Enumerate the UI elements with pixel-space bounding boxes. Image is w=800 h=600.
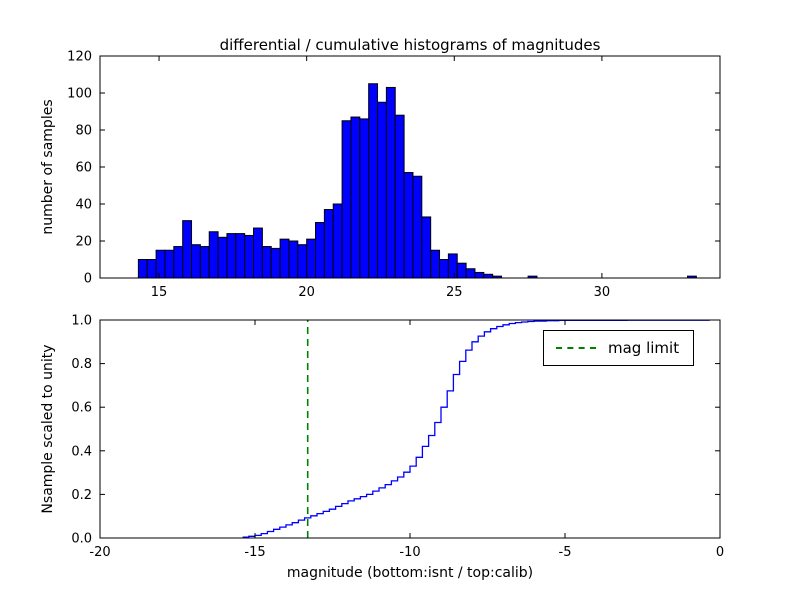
svg-text:-20: -20 <box>89 545 110 560</box>
svg-text:0: 0 <box>716 545 724 560</box>
top-plot-ylabel: number of samples <box>40 99 56 235</box>
svg-text:0.0: 0.0 <box>71 532 92 547</box>
svg-text:20: 20 <box>75 235 92 250</box>
svg-text:20: 20 <box>298 285 315 300</box>
svg-text:100: 100 <box>67 87 92 102</box>
bottom-plot-ylabel: Nsample scaled to unity <box>40 344 56 514</box>
svg-text:0.6: 0.6 <box>71 401 92 416</box>
svg-text:120: 120 <box>67 50 92 65</box>
svg-text:-15: -15 <box>244 545 265 560</box>
legend-label: mag limit <box>608 339 680 357</box>
svg-text:60: 60 <box>75 161 92 176</box>
svg-text:-5: -5 <box>559 545 572 560</box>
svg-text:-10: -10 <box>399 545 420 560</box>
svg-text:25: 25 <box>446 285 463 300</box>
svg-text:80: 80 <box>75 124 92 139</box>
dashed-line-swatch <box>556 347 596 349</box>
top-plot-title: differential / cumulative histograms of … <box>219 36 601 54</box>
svg-text:40: 40 <box>75 198 92 213</box>
svg-text:0.4: 0.4 <box>71 444 92 459</box>
svg-text:30: 30 <box>594 285 611 300</box>
bottom-plot-xlabel: magnitude (bottom:isnt / top:calib) <box>286 565 534 581</box>
svg-text:15: 15 <box>151 285 168 300</box>
legend-box: mag limit <box>543 330 695 366</box>
svg-text:1.0: 1.0 <box>71 314 92 329</box>
svg-text:0.2: 0.2 <box>71 488 92 503</box>
svg-text:0.8: 0.8 <box>71 357 92 372</box>
svg-text:0: 0 <box>84 272 92 287</box>
